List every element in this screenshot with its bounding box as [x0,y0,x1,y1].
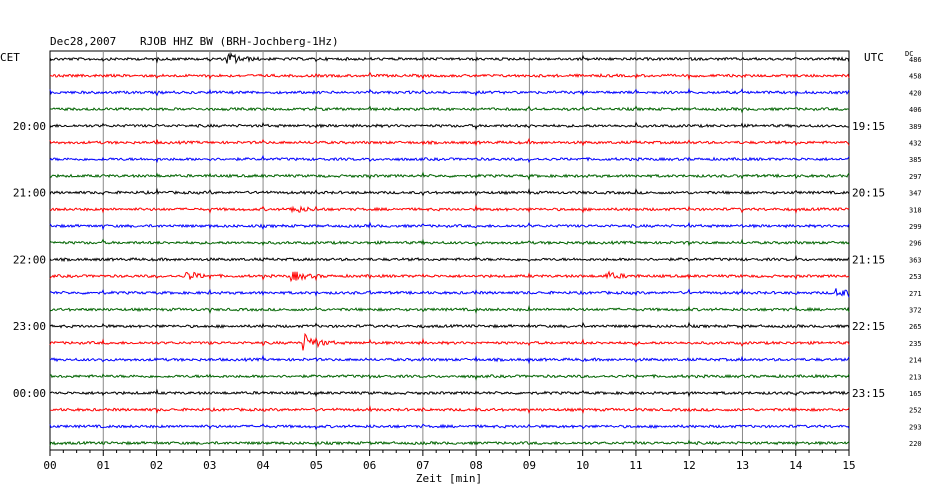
seismic-trace [49,105,850,114]
right-hour-label: 23:15 [852,387,885,400]
dc-value: 486 [909,56,922,64]
seismic-trace [49,71,850,81]
x-tick-label: 02 [150,459,163,472]
seismic-trace [49,137,850,147]
x-tick-label: 07 [416,459,429,472]
dc-value: 213 [909,373,922,381]
x-tick-label: 12 [683,459,696,472]
seismic-trace [49,51,850,65]
seismic-trace [49,270,850,283]
x-tick-label: 10 [576,459,589,472]
dc-values: 486 458 420 406 389 432 385 297 347 318 299 296 363 2… [909,56,922,448]
seismic-trace [49,204,850,214]
right-hour-label: 22:15 [852,320,885,333]
seismic-trace [49,187,850,197]
x-tick-label: 00 [43,459,56,472]
dc-value: 265 [909,323,922,331]
x-tick-label: 04 [256,459,270,472]
dc-value: 318 [909,206,922,214]
dc-value: 372 [909,307,922,315]
seismic-trace [49,121,850,131]
right-hour-label: 20:15 [852,187,885,200]
seismic-trace [49,373,850,381]
seismic-trace [49,305,850,315]
x-tick-label: 05 [310,459,323,472]
dc-value: 214 [909,357,922,365]
dc-value: 347 [909,190,922,198]
right-zone-label: UTC [864,51,884,64]
dc-value: 220 [909,440,922,448]
x-tick-label: 08 [470,459,483,472]
record-date: Dec28,2007 [50,35,116,48]
dc-value: 458 [909,73,922,81]
x-axis: 00 01 02 03 04 05 06 07 08 09 10 11 12 13 14 15 [43,450,856,472]
seismic-traces [49,51,850,448]
seismic-trace [49,288,850,298]
seismic-trace [49,388,850,398]
plot-frame [49,50,850,451]
dc-value: 235 [909,340,922,348]
x-tick-label: 13 [736,459,749,472]
seismic-trace [49,405,850,414]
dc-header: DC [905,50,913,58]
seismic-trace [49,154,850,164]
dc-value: 389 [909,123,922,131]
seismic-trace [49,238,850,247]
station-label: RJOB HHZ BW (BRH-Jochberg-1Hz) [140,35,339,48]
hour-labels: 20:00 21:00 22:00 23:00 00:00 19:15 20:15 21:15… [13,120,885,400]
minute-grid [102,51,797,450]
x-tick-label: 09 [523,459,536,472]
left-hour-label: 00:00 [13,387,46,400]
dc-value: 363 [909,256,922,264]
left-hour-label: 20:00 [13,120,46,133]
left-hour-label: 21:00 [13,187,46,200]
dc-value: 252 [909,407,922,415]
dc-value: 385 [909,156,922,164]
seismic-trace [49,439,850,448]
dc-value: 297 [909,173,922,181]
seismic-trace [49,171,850,181]
right-hour-label: 19:15 [852,120,885,133]
x-axis-title: Zeit [min] [416,472,482,485]
x-tick-label: 14 [789,459,803,472]
seismic-trace [49,254,850,263]
dc-value: 165 [909,390,922,398]
right-hour-label: 21:15 [852,253,885,266]
x-tick-label: 15 [842,459,855,472]
dc-value: 406 [909,106,922,114]
x-tick-label: 01 [97,459,110,472]
seismic-trace [49,332,850,351]
dc-value: 299 [909,223,922,231]
seismic-trace [49,221,850,231]
left-zone-label: CET [0,51,20,64]
x-tick-label: 06 [363,459,376,472]
left-hour-label: 23:00 [13,320,46,333]
seismic-trace [49,423,850,431]
dc-value: 253 [909,273,922,281]
x-tick-label: 03 [203,459,216,472]
seismic-trace [49,87,850,97]
seismic-trace [49,321,850,330]
dc-value: 420 [909,89,922,97]
dc-value: 293 [909,423,922,431]
seismic-trace [49,354,850,365]
dc-value: 271 [909,290,922,298]
dc-value: 432 [909,140,922,148]
left-hour-label: 22:00 [13,253,46,266]
x-tick-label: 11 [629,459,642,472]
dc-value: 296 [909,240,922,248]
